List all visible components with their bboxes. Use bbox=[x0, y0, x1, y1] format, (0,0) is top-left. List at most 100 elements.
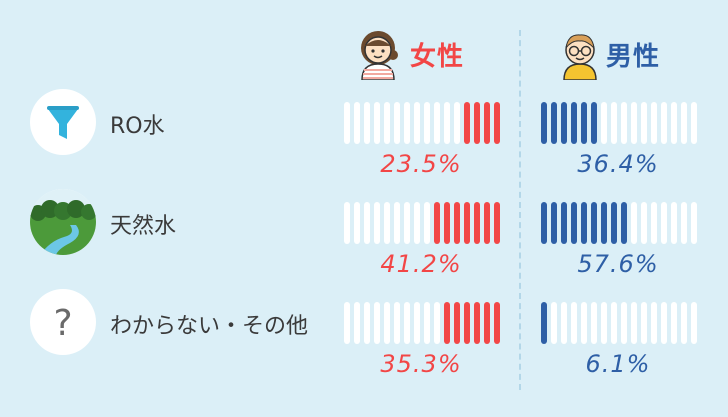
bar-segment bbox=[621, 202, 627, 244]
bar-segment bbox=[571, 302, 577, 344]
bar-segment bbox=[561, 202, 567, 244]
row-label-unknown: わからない・その他 bbox=[110, 314, 309, 339]
bar-segment bbox=[581, 102, 587, 144]
bar-segment bbox=[571, 202, 577, 244]
bar-segment bbox=[661, 202, 667, 244]
bar-segment bbox=[561, 102, 567, 144]
bar-segment bbox=[631, 102, 637, 144]
bar-segment bbox=[444, 302, 450, 344]
bar-segment bbox=[601, 102, 607, 144]
bar-segment bbox=[394, 202, 400, 244]
bar-segment bbox=[354, 302, 360, 344]
bar-segment bbox=[364, 302, 370, 344]
bar-segment bbox=[484, 302, 490, 344]
bar-segment bbox=[454, 102, 460, 144]
bar-ro-female bbox=[344, 102, 504, 144]
bar-ro-male bbox=[541, 102, 701, 144]
bar-segment bbox=[474, 202, 480, 244]
bar-segment bbox=[454, 302, 460, 344]
bar-segment bbox=[621, 102, 627, 144]
bar-natural-female bbox=[344, 202, 504, 244]
bar-segment bbox=[474, 102, 480, 144]
bar-segment bbox=[434, 102, 440, 144]
bar-segment bbox=[374, 202, 380, 244]
bar-segment bbox=[651, 202, 657, 244]
bar-segment bbox=[414, 302, 420, 344]
bar-segment bbox=[404, 302, 410, 344]
bar-segment bbox=[641, 302, 647, 344]
funnel-icon bbox=[47, 106, 79, 139]
svg-text:?: ? bbox=[53, 303, 72, 344]
row-label-ro: RO水 bbox=[110, 114, 165, 139]
bar-segment bbox=[591, 202, 597, 244]
female-column-title: 女性 bbox=[410, 42, 465, 72]
bar-segment bbox=[494, 302, 500, 344]
bar-segment bbox=[681, 102, 687, 144]
girl-avatar-icon bbox=[361, 31, 398, 81]
bar-segment bbox=[601, 202, 607, 244]
bar-segment bbox=[454, 202, 460, 244]
bar-segment bbox=[344, 302, 350, 344]
bar-segment bbox=[464, 302, 470, 344]
bar-segment bbox=[384, 102, 390, 144]
bar-segment bbox=[374, 302, 380, 344]
bar-segment bbox=[641, 102, 647, 144]
bar-segment bbox=[434, 302, 440, 344]
bar-segment bbox=[681, 302, 687, 344]
bar-segment bbox=[691, 302, 697, 344]
bar-segment bbox=[561, 302, 567, 344]
bar-segment bbox=[631, 302, 637, 344]
boy-with-glasses-avatar-icon bbox=[563, 34, 597, 81]
bar-unknown-male bbox=[541, 302, 701, 344]
female-avatar bbox=[356, 28, 406, 81]
bar-segment bbox=[494, 102, 500, 144]
bar-segment bbox=[384, 202, 390, 244]
bar-segment bbox=[641, 202, 647, 244]
bar-segment bbox=[354, 102, 360, 144]
bar-segment bbox=[344, 102, 350, 144]
bar-segment bbox=[611, 102, 617, 144]
bar-segment bbox=[651, 102, 657, 144]
bar-segment bbox=[551, 102, 557, 144]
bar-segment bbox=[414, 202, 420, 244]
bar-segment bbox=[424, 102, 430, 144]
bar-segment bbox=[541, 202, 547, 244]
bar-segment bbox=[651, 302, 657, 344]
bar-segment bbox=[484, 202, 490, 244]
bar-segment bbox=[671, 202, 677, 244]
bar-segment bbox=[671, 102, 677, 144]
bar-segment bbox=[364, 202, 370, 244]
bar-segment bbox=[394, 102, 400, 144]
pct-unknown-male: 6.1% bbox=[585, 350, 651, 378]
male-avatar bbox=[556, 28, 606, 81]
bar-segment bbox=[354, 202, 360, 244]
row-icon-natural bbox=[30, 189, 96, 255]
bar-segment bbox=[374, 102, 380, 144]
bar-segment bbox=[424, 302, 430, 344]
bar-segment bbox=[551, 202, 557, 244]
bar-segment bbox=[691, 102, 697, 144]
row-label-natural: 天然水 bbox=[110, 214, 177, 239]
bar-segment bbox=[484, 102, 490, 144]
bar-segment bbox=[611, 202, 617, 244]
male-column-title: 男性 bbox=[606, 42, 661, 72]
bar-segment bbox=[424, 202, 430, 244]
bar-segment bbox=[404, 202, 410, 244]
bar-segment bbox=[681, 202, 687, 244]
column-divider bbox=[519, 30, 521, 390]
bar-segment bbox=[444, 202, 450, 244]
pct-ro-female: 23.5% bbox=[380, 150, 462, 178]
bar-segment bbox=[541, 302, 547, 344]
bar-unknown-female bbox=[344, 302, 504, 344]
bar-segment bbox=[344, 202, 350, 244]
bar-segment bbox=[551, 302, 557, 344]
bar-segment bbox=[384, 302, 390, 344]
nature-river-icon bbox=[30, 189, 96, 255]
bar-segment bbox=[364, 102, 370, 144]
bar-segment bbox=[621, 302, 627, 344]
pct-natural-male: 57.6% bbox=[577, 250, 659, 278]
pct-ro-male: 36.4% bbox=[577, 150, 659, 178]
bar-segment bbox=[671, 302, 677, 344]
bar-segment bbox=[474, 302, 480, 344]
bar-segment bbox=[571, 102, 577, 144]
